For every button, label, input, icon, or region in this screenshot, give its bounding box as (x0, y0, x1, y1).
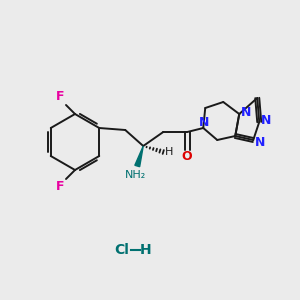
Text: N: N (241, 106, 251, 118)
Text: N: N (199, 116, 209, 128)
Text: NH₂: NH₂ (124, 170, 146, 180)
Text: N: N (261, 115, 272, 128)
Text: Cl: Cl (115, 243, 129, 257)
Text: F: F (56, 91, 64, 103)
Text: O: O (181, 151, 192, 164)
Text: F: F (56, 181, 64, 194)
Text: H: H (140, 243, 152, 257)
Text: H: H (165, 147, 173, 157)
Polygon shape (135, 146, 143, 167)
Text: N: N (255, 136, 266, 149)
